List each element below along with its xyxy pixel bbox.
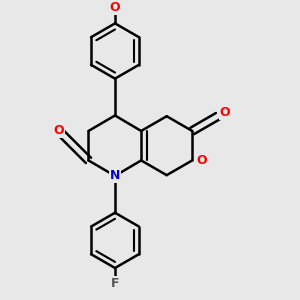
Text: O: O (196, 154, 207, 167)
Text: O: O (54, 124, 64, 137)
Text: O: O (220, 106, 230, 119)
Text: F: F (111, 277, 119, 290)
Text: N: N (110, 169, 120, 182)
Text: O: O (110, 2, 120, 14)
